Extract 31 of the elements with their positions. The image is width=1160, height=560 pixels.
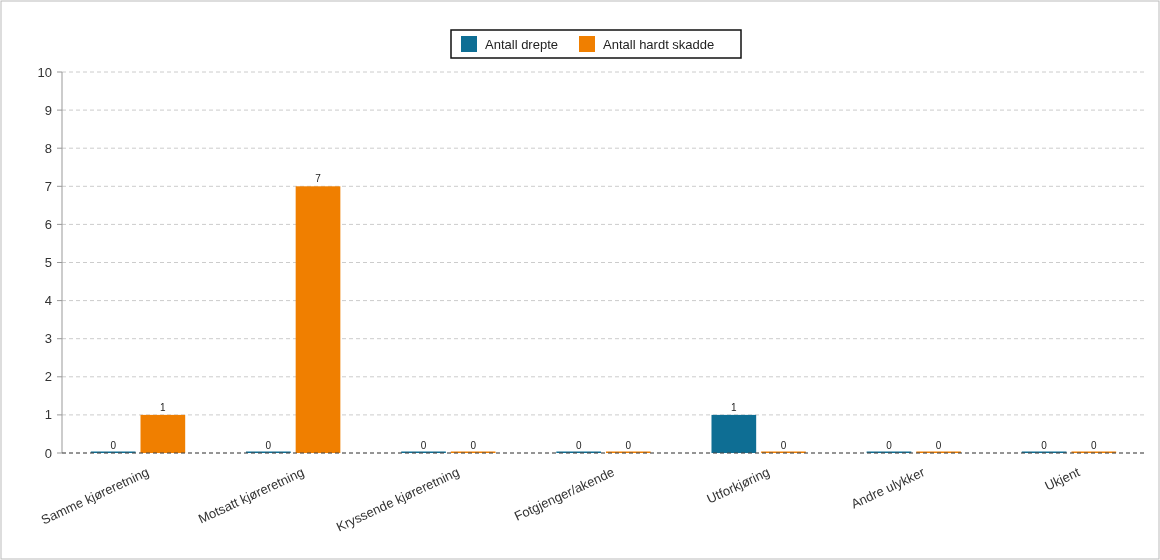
bar [140, 414, 186, 453]
data-label: 0 [110, 440, 117, 451]
x-tick-label: Ukjent [1042, 464, 1083, 494]
y-tick-label: 0 [44, 445, 52, 461]
y-tick-label: 10 [37, 64, 52, 80]
data-label: 0 [625, 440, 632, 451]
data-label: 0 [935, 440, 942, 451]
y-tick-label: 2 [44, 369, 52, 385]
y-tick-label: 6 [44, 216, 52, 232]
y-tick-label: 4 [44, 293, 52, 309]
bar [295, 186, 341, 453]
data-label: 0 [420, 440, 427, 451]
legend-label: Antall hardt skadde [603, 36, 715, 52]
bar [711, 414, 757, 453]
data-label: 7 [315, 173, 322, 185]
y-tick-label: 3 [44, 331, 52, 347]
data-label: 0 [1091, 440, 1098, 451]
data-label: 0 [886, 440, 893, 451]
data-label: 0 [265, 440, 272, 451]
y-tick-label: 7 [44, 178, 52, 194]
data-label: 0 [575, 440, 582, 451]
data-label: 0 [1041, 440, 1048, 451]
data-label: 0 [780, 440, 787, 451]
data-label: 0 [470, 440, 477, 451]
data-label: 1 [731, 401, 738, 413]
y-tick-label: 8 [44, 140, 52, 156]
y-tick-label: 9 [44, 102, 52, 118]
y-tick-label: 5 [44, 255, 52, 271]
data-label: 1 [160, 401, 167, 413]
y-tick-label: 1 [44, 407, 52, 423]
legend-label: Antall drepte [485, 36, 558, 52]
